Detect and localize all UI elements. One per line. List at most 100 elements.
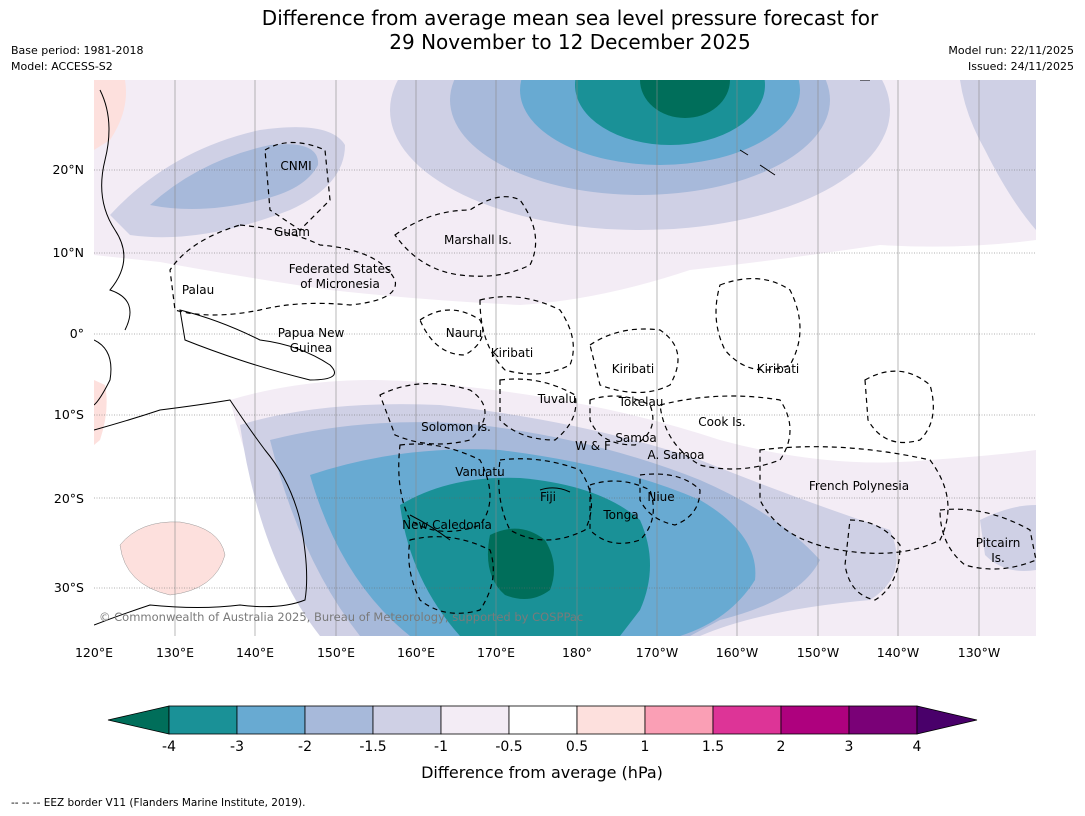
colorbar-swatches (107, 705, 978, 735)
colorbar-tick-label: 0.5 (566, 739, 588, 755)
australia-coast (94, 399, 308, 626)
label-tuvalu: Tuvalu (537, 392, 577, 406)
colorbar-swatch (780, 705, 850, 735)
colorbar-tick-label: -1.5 (359, 739, 386, 755)
label-guam: Guam (274, 225, 310, 239)
label-png-2: Guinea (290, 341, 333, 355)
positive-anomaly-west (119, 521, 226, 596)
colorbar-swatch (508, 705, 578, 735)
label-fsm-1: Federated States (289, 262, 391, 276)
label-cnmi: CNMI (280, 159, 311, 173)
colorbar-tick-label: 4 (913, 739, 922, 755)
colorbar-swatch (644, 705, 714, 735)
lon-label: 170°W (636, 645, 678, 660)
east-anomaly (980, 505, 1036, 571)
south-anomaly-4 (487, 528, 554, 599)
eez-borders (169, 141, 1037, 614)
lon-label: 150°W (797, 645, 839, 660)
lon-label: 160°W (716, 645, 758, 660)
colorbar-tick-label: 1 (641, 739, 650, 755)
label-french-polynesia: French Polynesia (809, 479, 909, 493)
lon-label: 150°E (317, 645, 355, 660)
label-solomon: Solomon Is. (421, 420, 491, 434)
colorbar-swatch (576, 705, 646, 735)
issued-date: Issued: 24/11/2025 (967, 60, 1074, 73)
latitude-labels: 20°N 10°N 0° 10°S 20°S 30°S (52, 162, 84, 595)
model-run: Model run: 22/11/2025 (948, 44, 1074, 57)
label-marshall: Marshall Is. (444, 233, 512, 247)
label-kiribati-central: Kiribati (612, 362, 654, 376)
colorbar-swatch (712, 705, 782, 735)
chart-title: Difference from average mean sea level p… (200, 6, 940, 54)
eez-footnote: -- -- -- EEZ border V11 (Flanders Marine… (11, 797, 306, 809)
lon-label: 140°E (236, 645, 274, 660)
label-kiribati-east: Kiribati (757, 362, 799, 376)
colorbar-tick-label: 3 (845, 739, 854, 755)
colorbar-tick-label: -2 (298, 739, 312, 755)
label-samoa: Samoa (615, 431, 656, 445)
label-kiribati-west: Kiribati (491, 346, 533, 360)
fiji-coast (539, 487, 571, 493)
colorbar-tick-label: -3 (230, 739, 244, 755)
lat-label: 10°S (54, 407, 84, 422)
region-labels: CNMI Guam Marshall Is. Federated States … (182, 159, 1020, 565)
lat-gridlines (94, 169, 1036, 589)
colorbar-label: Difference from average (hPa) (421, 763, 663, 782)
new-guinea-coast (179, 309, 335, 381)
label-american-samoa: A. Samoa (648, 448, 705, 462)
colorbar-tick-label: -1 (434, 739, 448, 755)
label-wallis-futuna: W & F (575, 439, 611, 453)
lat-label: 20°S (54, 491, 84, 506)
label-png-1: Papua New (278, 326, 345, 340)
lon-label: 180° (562, 645, 592, 660)
colorbar-swatch (304, 705, 374, 735)
colorbar-extend-low (107, 705, 170, 735)
gridlines (174, 80, 980, 636)
label-fiji: Fiji (540, 490, 556, 504)
colorbar-swatch (372, 705, 442, 735)
title-line-2: 29 November to 12 December 2025 (389, 30, 751, 54)
lon-label: 140°W (877, 645, 919, 660)
philippines-coast (99, 89, 131, 331)
colorbar-tick-label: 2 (777, 739, 786, 755)
lat-label: 20°N (52, 162, 84, 177)
colorbar-swatch (440, 705, 510, 735)
lat-label: 0° (70, 326, 84, 341)
lon-label: 130°W (958, 645, 1000, 660)
pressure-anomaly-map: CNMI Guam Marshall Is. Federated States … (52, 80, 1037, 660)
lat-label: 30°S (54, 580, 84, 595)
label-new-caledonia: New Caledonia (402, 518, 492, 532)
label-pitcairn-1: Pitcairn (976, 536, 1021, 550)
longitude-labels: 120°E 130°E 140°E 150°E 160°E 170°E 180°… (75, 645, 1000, 660)
label-vanuatu: Vanuatu (455, 465, 505, 479)
label-tonga: Tonga (602, 508, 638, 522)
coastlines (94, 80, 870, 626)
lon-label: 130°E (156, 645, 194, 660)
lon-label: 170°E (477, 645, 515, 660)
map-field (94, 80, 1036, 636)
label-cook: Cook Is. (698, 415, 745, 429)
label-nauru: Nauru (446, 326, 482, 340)
label-pitcairn-2: Is. (991, 551, 1005, 565)
colorbar-tick-label: -0.5 (495, 739, 522, 755)
base-period: Base period: 1981-2018 (11, 44, 144, 57)
colorbar-extend-high (916, 705, 978, 735)
colorbar-ticks: -4 -3 -2 -1.5 -1 -0.5 0.5 1 1.5 2 3 4 (162, 739, 922, 755)
model-name: Model: ACCESS-S2 (11, 60, 113, 73)
colorbar-tick-label: 1.5 (702, 739, 724, 755)
label-tokelau: Tokelau (618, 395, 664, 409)
positive-anomaly-northwest (94, 80, 126, 150)
borneo-coast (94, 339, 112, 406)
colorbar-tick-label: -4 (162, 739, 176, 755)
lon-label: 160°E (397, 645, 435, 660)
copyright-notice: © Commonwealth of Australia 2025, Bureau… (99, 610, 583, 624)
meta-left: Base period: 1981-2018 Model: ACCESS-S2 (11, 43, 143, 75)
colorbar-swatch (848, 705, 918, 735)
label-palau: Palau (182, 283, 214, 297)
title-line-1: Difference from average mean sea level p… (261, 6, 879, 30)
west-north-anomaly-2 (150, 144, 319, 209)
north-anomaly-4 (640, 80, 730, 118)
colorbar-swatch (168, 705, 238, 735)
hawaii-coast (739, 149, 776, 176)
label-fsm-2: of Micronesia (300, 277, 380, 291)
